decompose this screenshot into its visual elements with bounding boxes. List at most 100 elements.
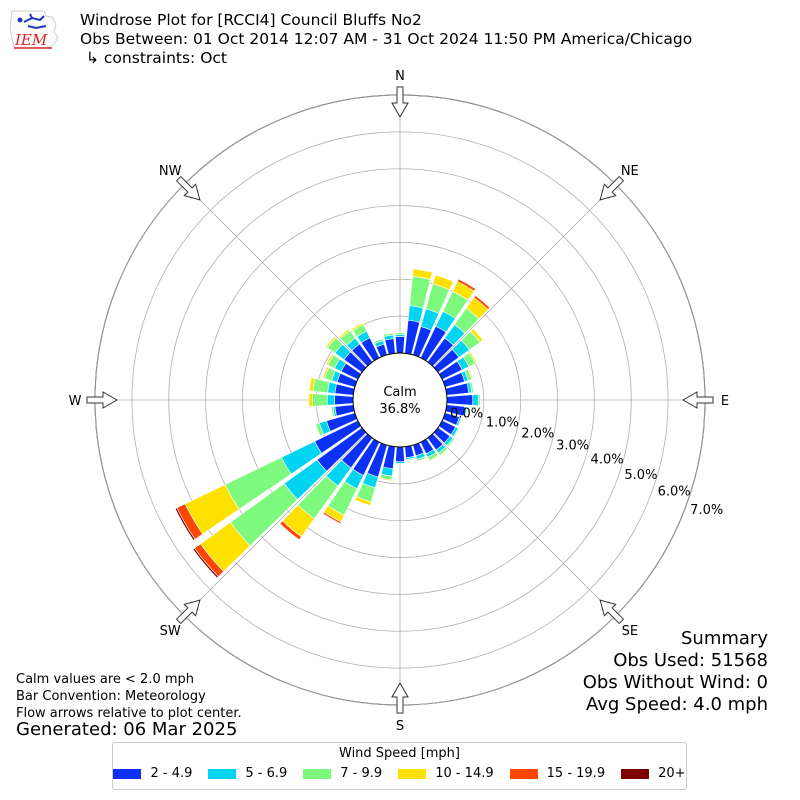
legend-label: 2 - 4.9 (150, 766, 193, 781)
windrose-bar (174, 507, 196, 541)
legend-item: 5 - 6.9 (208, 766, 287, 781)
windrose-bar (468, 351, 478, 364)
flow-arrow-icon (681, 391, 714, 409)
calm-label: Calm (383, 385, 416, 400)
legend-item: 20+ (621, 766, 686, 781)
grid-spoke (432, 432, 616, 616)
legend-item: 10 - 14.9 (398, 766, 494, 781)
radial-tick-label: 1.0% (486, 416, 519, 431)
direction-label: SW (160, 624, 181, 639)
windrose-bar (464, 406, 468, 418)
calm-value: 36.8% (379, 402, 420, 417)
windrose-bar (334, 394, 354, 406)
windrose-bar (407, 305, 424, 323)
legend-item: 7 - 9.9 (303, 766, 382, 781)
windrose-bar (472, 393, 479, 407)
windrose-bar (405, 457, 416, 462)
calm-circle (352, 352, 448, 448)
flow-arrow-icon (175, 599, 201, 625)
flow-arrow-icon (391, 86, 409, 119)
legend-swatch (303, 768, 332, 779)
windrose-bar (473, 295, 491, 310)
windrose-bar (439, 448, 449, 457)
legend-swatch (509, 768, 538, 779)
legend-label: 20+ (658, 766, 686, 781)
windrose-bar (315, 422, 324, 437)
legend-title: Wind Speed [mph] (339, 746, 460, 761)
legend-swatch (113, 768, 142, 779)
legend-swatch (208, 768, 237, 779)
radial-tick-label: 5.0% (624, 468, 657, 483)
flow-arrow-icon (175, 175, 201, 201)
direction-label: SE (622, 624, 638, 639)
windrose-bar (446, 437, 455, 448)
windrose-bar (379, 477, 393, 482)
chart-title: Windrose Plot for [RCCI4] Council Bluffs… (80, 11, 422, 29)
legend-label: 10 - 14.9 (435, 766, 494, 781)
summary-obs-used: Obs Used: 51568 (613, 650, 768, 671)
radial-tick-label: 4.0% (591, 452, 624, 467)
windrose-bar (351, 322, 364, 332)
grid-spoke (432, 184, 616, 368)
legend: Wind Speed [mph] 2 - 4.9 5 - 6.9 7 - 9.9 10… (112, 742, 687, 790)
windrose-bar (325, 353, 335, 366)
windrose-bar (395, 446, 405, 463)
direction-label: NW (159, 164, 182, 179)
legend-label: 5 - 6.9 (245, 766, 288, 781)
windrose-bar (456, 278, 476, 292)
direction-label: N (395, 69, 405, 84)
chart-constraints: ↳ constraints: Oct (86, 49, 227, 67)
summary-obs-without-wind: Obs Without Wind: 0 (582, 672, 768, 693)
windrose-bar (457, 416, 463, 427)
flow-arrow-icon (599, 175, 625, 201)
windrose-bar (453, 427, 460, 438)
radial-tick-label: 2.0% (521, 426, 554, 441)
windrose-bar (383, 332, 394, 337)
legend-label: 15 - 19.9 (546, 766, 606, 781)
windrose-bar (354, 496, 372, 506)
grid-spoke (184, 184, 368, 368)
windrose-bar (373, 338, 384, 345)
windrose-bar (308, 392, 314, 408)
windrose-bar (394, 463, 406, 465)
radial-tick-label: 0.0% (450, 407, 483, 422)
iem-logo: IEM (9, 10, 59, 49)
windrose-bar (322, 511, 342, 525)
windrose-bar (395, 336, 405, 354)
legend-item: 15 - 19.9 (509, 766, 606, 781)
windrose-bar (322, 366, 329, 380)
bar-convention-note: Bar Convention: Meteorology (16, 689, 206, 704)
windrose-bar (312, 378, 330, 393)
generated-date: Generated: 06 Mar 2025 (16, 719, 238, 740)
windrose-bar (428, 455, 439, 462)
windrose-bar (470, 328, 484, 343)
radial-tick-label: 6.0% (658, 485, 691, 500)
windrose-bar (446, 394, 474, 406)
windrose-bar (308, 377, 316, 392)
windrose-bar (338, 328, 351, 339)
legend-items: 2 - 4.9 5 - 6.9 7 - 9.9 10 - 14.9 15 - 19.9 2… (113, 766, 686, 781)
windrose-bar (416, 457, 427, 463)
legend-swatch (398, 768, 427, 779)
windrose-bar (326, 394, 336, 406)
windrose-bar (432, 274, 454, 291)
windrose-bar (404, 445, 415, 459)
direction-label: NE (621, 164, 639, 179)
direction-label: E (721, 394, 729, 409)
windrose-bar (412, 268, 433, 280)
windrose-bar (469, 381, 474, 394)
windrose-bar (467, 368, 474, 381)
radial-tick-label: 3.0% (556, 439, 589, 454)
flow-arrow-icon (86, 391, 119, 409)
chart-subtitle: Obs Between: 01 Oct 2014 12:07 AM - 31 O… (80, 30, 693, 48)
legend-label: 7 - 9.9 (340, 766, 383, 781)
windrose-bar (394, 332, 406, 336)
flow-arrow-icon (599, 599, 625, 625)
summary-block: Summary Obs Used: 51568 Obs Without Wind… (583, 628, 768, 716)
notes-block: Calm values are < 2.0 mph Bar Convention… (16, 671, 242, 722)
flow-note: Flow arrows relative to plot center. (16, 706, 242, 721)
radial-tick-label: 7.0% (690, 503, 723, 518)
windrose-bar (279, 520, 302, 541)
summary-title: Summary (681, 628, 768, 649)
